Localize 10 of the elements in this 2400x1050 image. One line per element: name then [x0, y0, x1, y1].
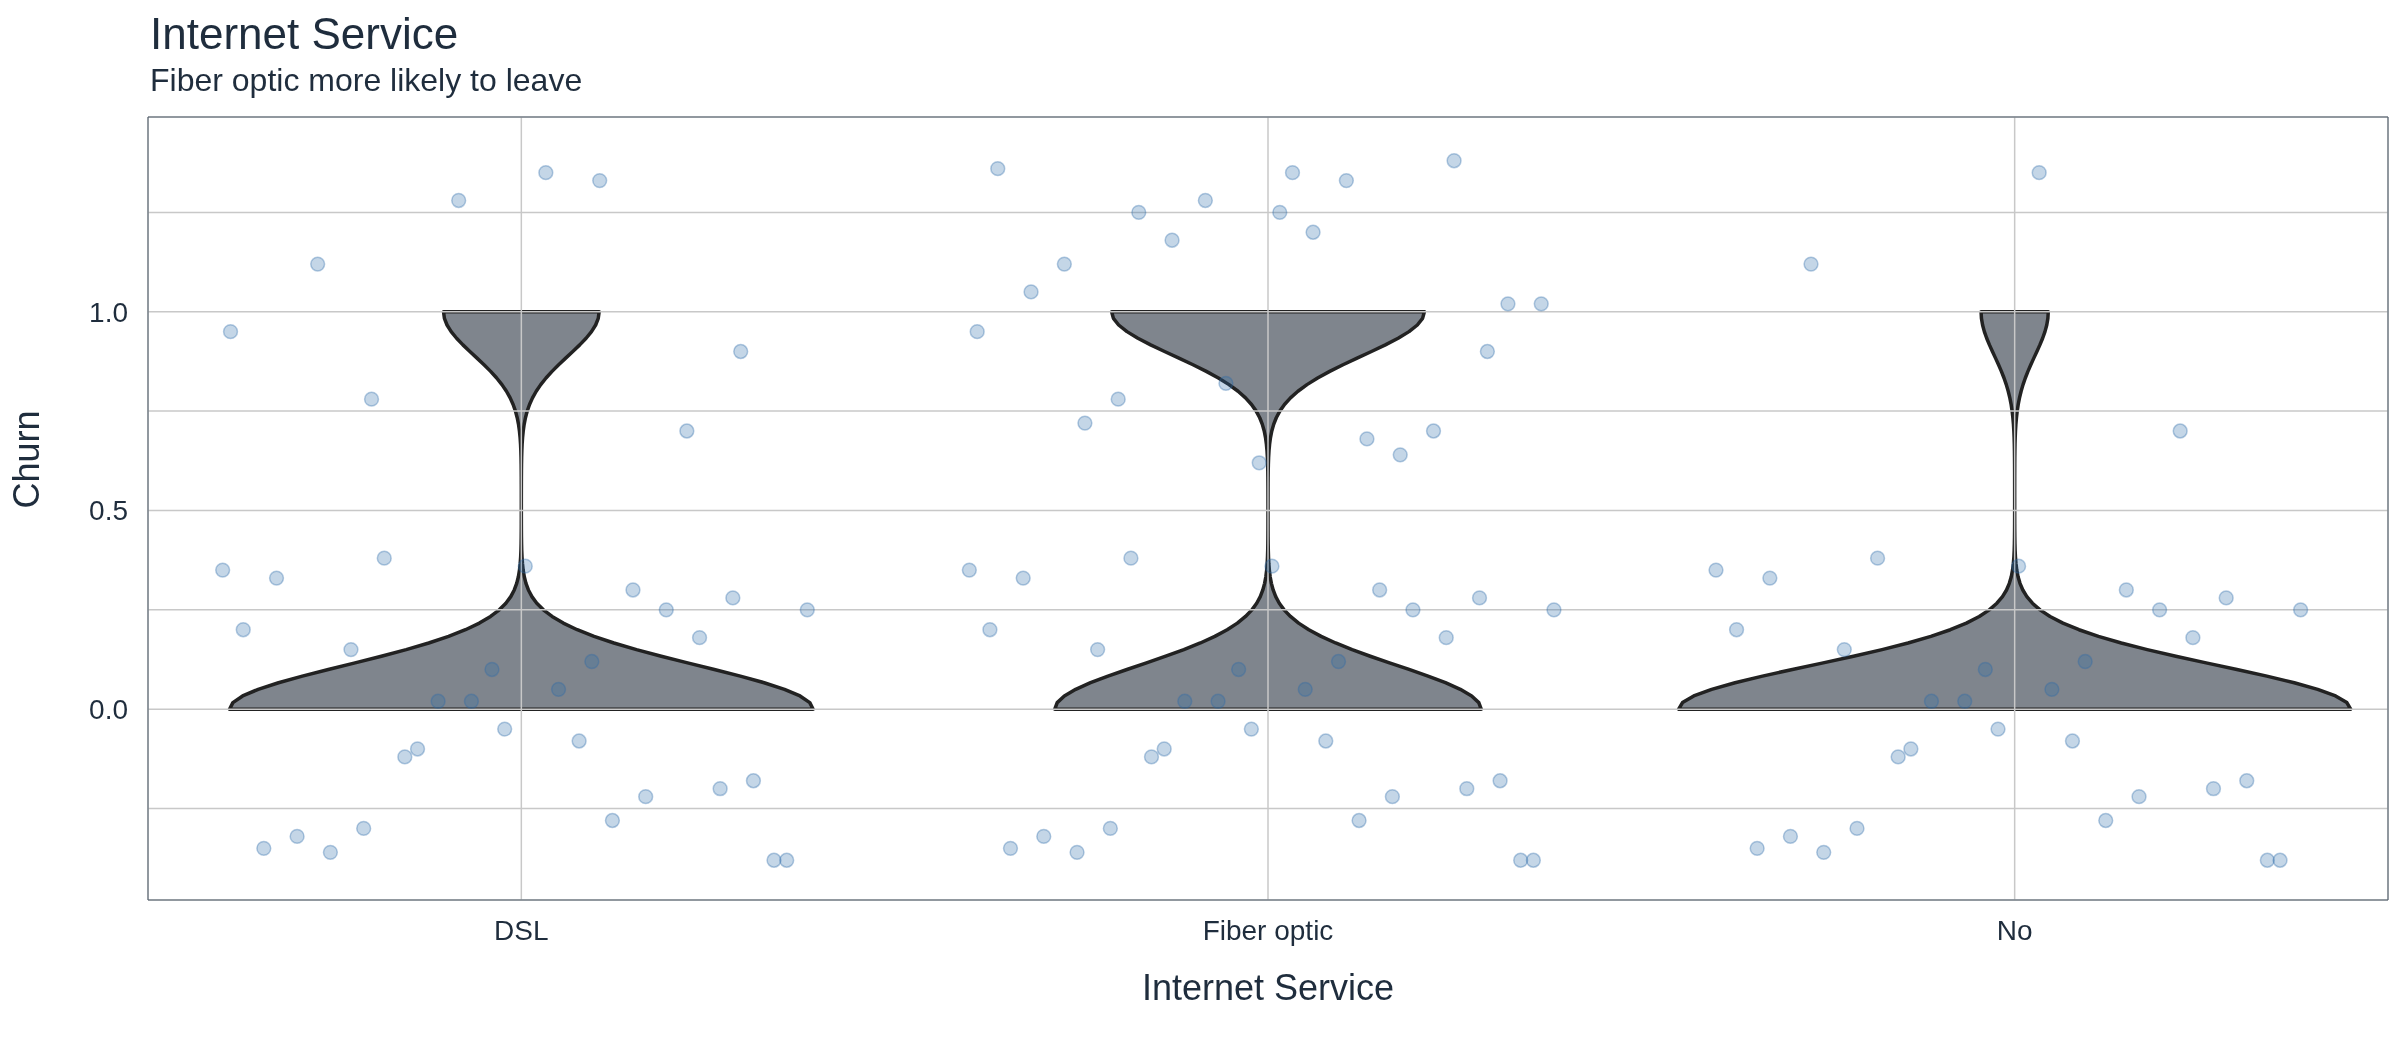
- x-tick-label: No: [1996, 914, 2033, 946]
- y-tick-label: 0.0: [89, 694, 128, 726]
- y-axis-title: Churn: [5, 410, 47, 509]
- y-tick-label: 0.5: [89, 495, 128, 527]
- y-tick-label: 1.0: [89, 296, 128, 328]
- x-tick-label: Fiber optic: [1202, 914, 1334, 946]
- chart-subtitle: Fiber optic more likely to leave: [150, 61, 584, 100]
- x-axis-title: Internet Service: [1141, 967, 1395, 1008]
- x-tick-label: DSL: [494, 914, 549, 946]
- chart-title: Internet Service: [150, 8, 460, 60]
